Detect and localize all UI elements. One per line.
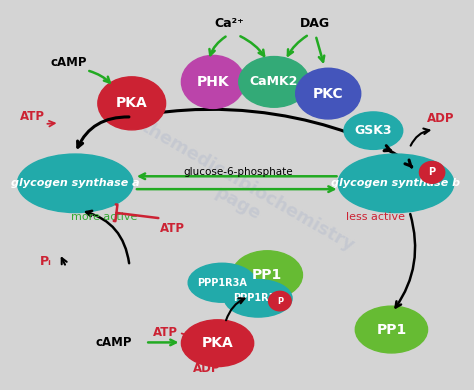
Text: GSK3: GSK3 (355, 124, 392, 137)
Ellipse shape (182, 55, 245, 108)
Ellipse shape (182, 320, 254, 367)
Text: more active: more active (72, 212, 138, 222)
Text: PP1: PP1 (252, 268, 283, 282)
Text: PKA: PKA (116, 96, 147, 110)
Ellipse shape (239, 57, 309, 107)
Ellipse shape (98, 77, 165, 130)
Text: less active: less active (346, 212, 405, 222)
Text: CaMK2: CaMK2 (250, 75, 298, 89)
Text: cAMP: cAMP (95, 336, 132, 349)
Ellipse shape (18, 154, 133, 213)
Text: Pᵢ: Pᵢ (40, 255, 52, 268)
Text: P: P (277, 296, 283, 306)
Ellipse shape (356, 306, 428, 353)
Text: glycogen synthase b: glycogen synthase b (331, 178, 461, 188)
Text: ATP: ATP (20, 110, 45, 124)
Text: glucose-6-phosphate: glucose-6-phosphate (183, 167, 292, 177)
Text: ATP: ATP (153, 326, 178, 339)
Text: PP1: PP1 (376, 323, 407, 337)
Text: ATP: ATP (160, 222, 185, 235)
Text: PHK: PHK (197, 75, 229, 89)
Text: P: P (428, 167, 436, 177)
Text: PPP1R3A: PPP1R3A (197, 278, 247, 288)
Text: PPP1R3A: PPP1R3A (233, 293, 283, 303)
Ellipse shape (188, 263, 256, 302)
Ellipse shape (344, 112, 403, 149)
Text: PKA: PKA (201, 336, 233, 350)
Text: DAG: DAG (300, 17, 330, 30)
Text: themedicalbiochemistry
page: themedicalbiochemistry page (127, 117, 358, 273)
Ellipse shape (338, 154, 454, 213)
Circle shape (419, 161, 445, 183)
Text: ADP: ADP (428, 112, 455, 126)
Ellipse shape (224, 280, 292, 317)
Ellipse shape (296, 68, 361, 119)
Circle shape (269, 291, 291, 311)
Text: PKC: PKC (313, 87, 344, 101)
Text: ADP: ADP (192, 362, 220, 375)
Ellipse shape (232, 251, 302, 299)
Text: cAMP: cAMP (50, 56, 87, 69)
Text: glycogen synthase a: glycogen synthase a (11, 178, 139, 188)
Text: Ca²⁺: Ca²⁺ (214, 17, 244, 30)
